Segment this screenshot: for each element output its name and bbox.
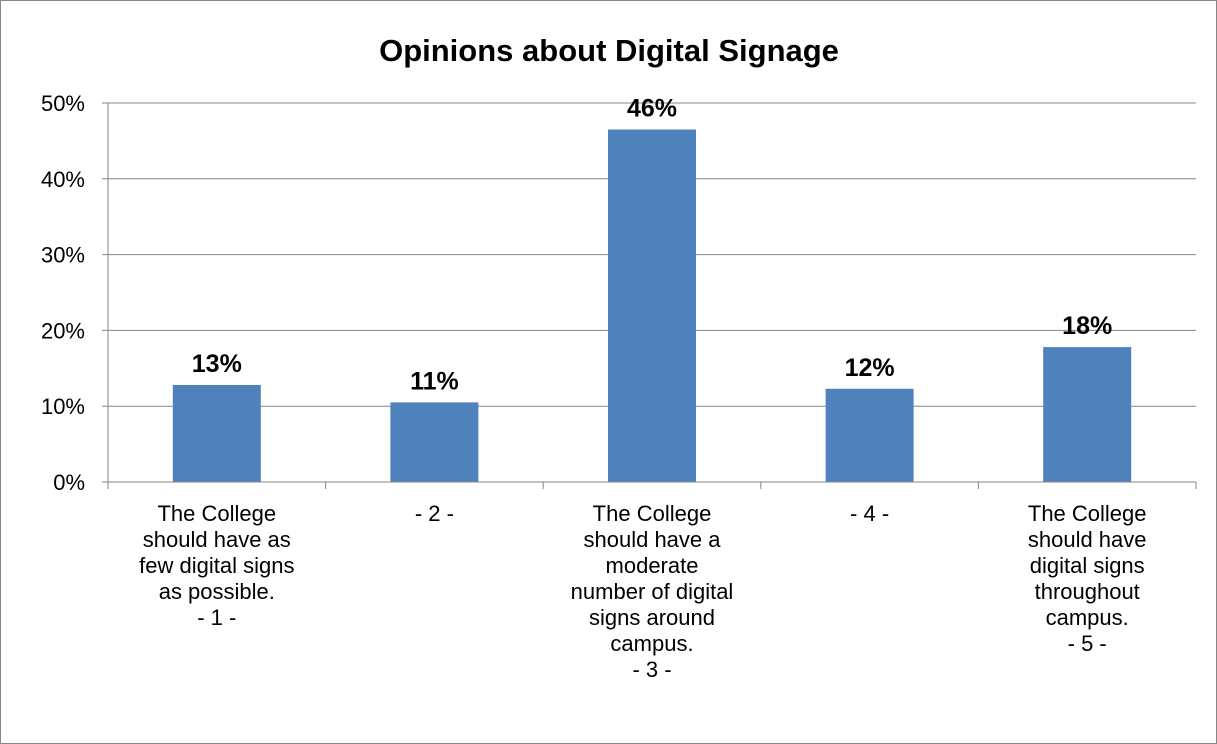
data-label: 46% bbox=[627, 95, 677, 123]
category-label: The College should have a moderate number o… bbox=[571, 501, 734, 682]
category-label: The College should have as few digital sig… bbox=[139, 501, 294, 630]
y-tick-label: 30% bbox=[41, 243, 85, 268]
bar bbox=[390, 402, 479, 482]
category-label-line: should have bbox=[1028, 527, 1147, 552]
category-label-line: campus. bbox=[610, 631, 693, 656]
category-label-line: The College bbox=[1028, 501, 1147, 526]
data-label: 12% bbox=[845, 354, 895, 382]
category-label-line: The College bbox=[157, 501, 276, 526]
category-label-line: campus. bbox=[1046, 605, 1129, 630]
y-tick-label: 40% bbox=[41, 167, 85, 192]
category-label-line: moderate bbox=[606, 553, 699, 578]
data-label: 18% bbox=[1062, 312, 1112, 340]
category-label: - 2 - bbox=[415, 501, 454, 526]
data-label: 11% bbox=[410, 367, 459, 395]
category-label-line: - 2 - bbox=[415, 501, 454, 526]
category-label-line: number of digital bbox=[571, 579, 734, 604]
category-label-line: signs around bbox=[589, 605, 715, 630]
y-axis-ticks: 0% 10% 20% 30% 40% 50% bbox=[41, 91, 85, 495]
y-tick-label: 50% bbox=[41, 91, 85, 116]
data-label: 13% bbox=[192, 350, 242, 378]
bar bbox=[172, 384, 261, 482]
category-label-line: - 1 - bbox=[197, 605, 236, 630]
category-label-line: throughout bbox=[1035, 579, 1140, 604]
bar bbox=[1043, 347, 1132, 482]
bar bbox=[608, 129, 696, 482]
category-label-line: - 3 - bbox=[632, 657, 671, 682]
category-label: The College should have digital signs throu… bbox=[1028, 501, 1147, 656]
category-label-line: should have as bbox=[143, 527, 291, 552]
y-tick-label: 10% bbox=[41, 394, 85, 419]
category-label: - 4 - bbox=[850, 501, 889, 526]
category-label-line: should have a bbox=[584, 527, 722, 552]
data-labels: 13% 11% 46% 12% 18% bbox=[192, 95, 1112, 396]
category-label-line: few digital signs bbox=[139, 553, 294, 578]
y-tick-label: 0% bbox=[53, 470, 85, 495]
x-axis bbox=[102, 103, 1197, 489]
y-tick-label: 20% bbox=[41, 318, 85, 343]
category-label-line: - 5 - bbox=[1068, 631, 1107, 656]
category-label-line: The College bbox=[593, 501, 712, 526]
bar bbox=[825, 388, 914, 482]
category-label-line: digital signs bbox=[1030, 553, 1145, 578]
category-labels: The College should have as few digital sig… bbox=[139, 501, 1146, 682]
bars bbox=[172, 129, 1132, 482]
chart-title: Opinions about Digital Signage bbox=[379, 33, 839, 68]
category-label-line: as possible. bbox=[159, 579, 275, 604]
category-label-line: - 4 - bbox=[850, 501, 889, 526]
